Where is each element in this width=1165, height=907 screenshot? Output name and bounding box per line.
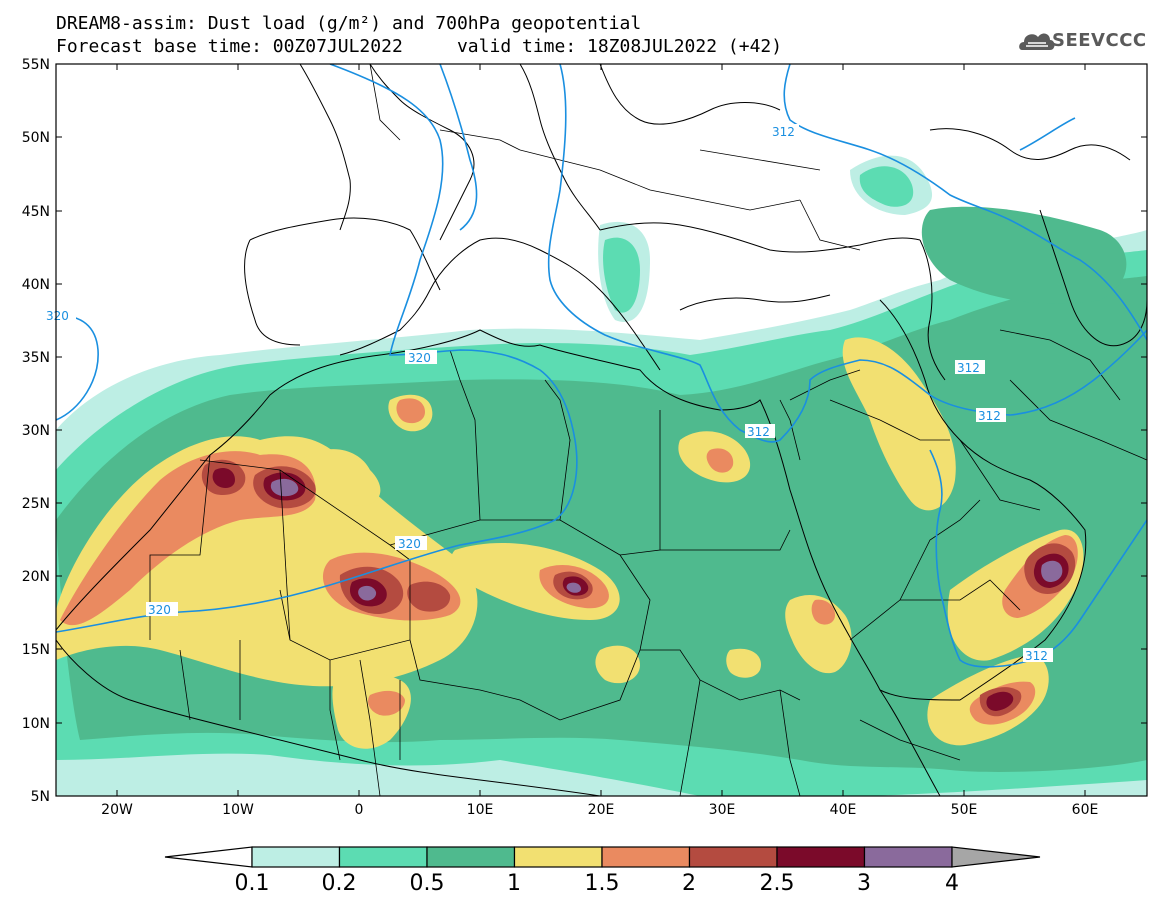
- colorbar-label-4: 4: [945, 871, 959, 896]
- lat-label-30n: 30N: [22, 423, 50, 439]
- geopotential-contours: [56, 64, 1147, 668]
- map-subtitle: Forecast base time: 00Z07JUL2022 valid t…: [56, 36, 783, 57]
- contour-label-320-med: 320: [408, 351, 431, 365]
- colorbar-label-1-5: 1.5: [585, 871, 620, 896]
- longitude-axis: [116, 64, 1086, 796]
- dust-layer-0-2-north: [859, 166, 914, 207]
- dust-field: [56, 155, 1147, 796]
- contour-label-312-arabian-sea: 312: [1025, 649, 1048, 663]
- lon-label-10e: 10E: [467, 802, 494, 818]
- lat-label-45n: 45N: [22, 204, 50, 220]
- contour-label-312-gulf: 312: [978, 409, 1001, 423]
- lon-label-10w: 10W: [222, 802, 254, 818]
- lon-label-30e: 30E: [709, 802, 736, 818]
- coastlines: [56, 64, 1147, 796]
- borders: [149, 64, 1147, 796]
- colorbar-swatch: [776, 846, 866, 868]
- map-title: DREAM8-assim: Dust load (g/m²) and 700hP…: [56, 13, 642, 34]
- dust-layer-0-2-balkan: [603, 237, 640, 313]
- lat-label-50n: 50N: [22, 130, 50, 146]
- colorbar-label-2: 2: [682, 871, 696, 896]
- logo-text: SEEVCCC: [1052, 30, 1147, 51]
- colorbar-swatch: [863, 846, 953, 868]
- colorbar-over-arrow: [951, 846, 1041, 868]
- contour-label-320-sahara: 320: [398, 537, 421, 551]
- lat-label-5n: 5N: [31, 789, 50, 805]
- lat-label-10n: 10N: [22, 716, 50, 732]
- colorbar-labels: 0.1 0.2 0.5 1 1.5 2 2.5 3 4: [235, 871, 960, 896]
- cloud-icon: [1019, 33, 1055, 50]
- lat-label-55n: 55N: [22, 57, 50, 73]
- colorbar-swatch: [513, 846, 603, 868]
- colorbar-label-0-2: 0.2: [322, 871, 357, 896]
- colorbar-label-3: 3: [857, 871, 871, 896]
- colorbar-swatch: [426, 846, 516, 868]
- lat-label-35n: 35N: [22, 350, 50, 366]
- colorbar-label-1: 1: [507, 871, 521, 896]
- colorbar: 0.1 0.2 0.5 1 1.5 2 2.5 3 4: [164, 846, 1041, 896]
- colorbar-label-0-1: 0.1: [235, 871, 270, 896]
- lat-label-15n: 15N: [22, 642, 50, 658]
- colorbar-swatch: [251, 846, 341, 868]
- dust-layer-0-5-east: [921, 206, 1127, 304]
- contour-label-312-iran: 312: [957, 361, 980, 375]
- colorbar-under-arrow: [164, 846, 253, 868]
- lat-label-25n: 25N: [22, 496, 50, 512]
- colorbar-label-0-5: 0.5: [410, 871, 445, 896]
- latitude-labels: 55N 50N 45N 40N 35N 30N 25N 20N 15N 10N …: [22, 57, 50, 805]
- lon-label-20w: 20W: [101, 802, 133, 818]
- lat-label-20n: 20N: [22, 569, 50, 585]
- colorbar-swatch: [688, 846, 778, 868]
- contour-labels: 320 320 320 320 312 312 312 312 312: [44, 124, 1053, 663]
- contour-label-312-north: 312: [772, 125, 795, 139]
- lat-label-40n: 40N: [22, 277, 50, 293]
- lon-label-40e: 40E: [830, 802, 857, 818]
- latitude-axis: [56, 63, 1147, 724]
- lon-label-0: 0: [355, 802, 364, 818]
- lon-label-50e: 50E: [951, 802, 978, 818]
- colorbar-swatch: [601, 846, 691, 868]
- dust-layer-3: [270, 478, 1063, 601]
- colorbar-label-2-5: 2.5: [760, 871, 795, 896]
- longitude-labels: 20W 10W 0 10E 20E 30E 40E 50E 60E: [101, 802, 1098, 818]
- colorbar-swatch: [338, 846, 428, 868]
- lon-label-60e: 60E: [1072, 802, 1099, 818]
- contour-label-320-sw: 320: [148, 603, 171, 617]
- contour-label-320-west: 320: [46, 309, 69, 323]
- colorbar-swatches: [251, 846, 953, 868]
- lon-label-20e: 20E: [588, 802, 615, 818]
- contour-label-312-egypt: 312: [747, 425, 770, 439]
